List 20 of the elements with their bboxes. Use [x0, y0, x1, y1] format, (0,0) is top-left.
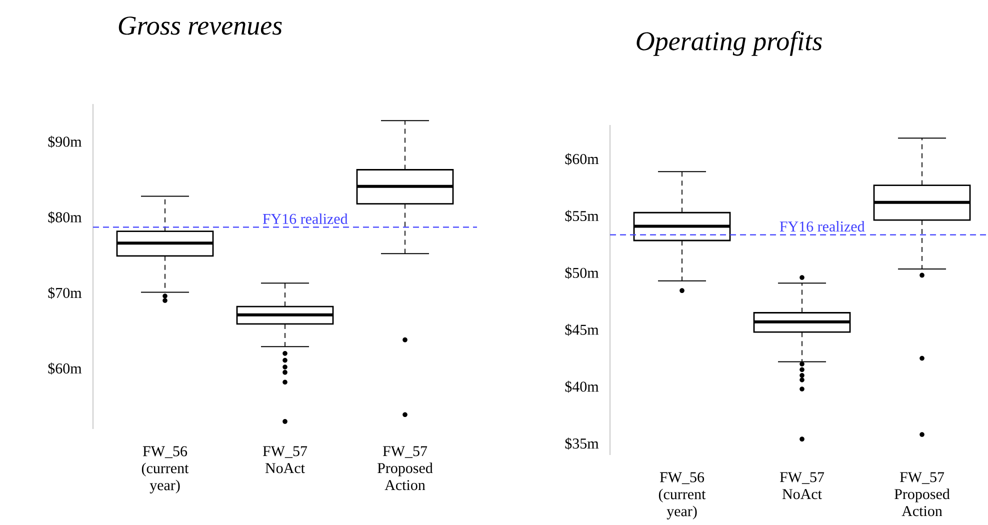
y-tick-label: $55m [565, 210, 599, 222]
ref-line-label: FY16 realized [262, 213, 348, 224]
ref-line-label: FY16 realized [780, 221, 865, 232]
chart-title: Gross revenues [118, 16, 282, 35]
x-tick-label: FW_57 Proposed Action [378, 446, 433, 490]
y-tick-label: $70m [48, 286, 82, 299]
x-tick-label: FW_57 NoAct [780, 472, 824, 500]
x-tick-label: FW_56 (current year) [658, 472, 706, 520]
x-tick-label: FW_56 (current year) [142, 446, 189, 494]
y-tick-label: $45m [565, 324, 599, 336]
y-tick-label: $40m [565, 380, 599, 393]
y-tick-label: $60m [565, 153, 599, 166]
x-tick-label: FW_57 Proposed Action [894, 472, 950, 516]
y-tick-label: $60m [48, 362, 82, 375]
y-tick-label: $50m [565, 266, 599, 279]
x-tick-label: FW_57 NoAct [262, 446, 308, 474]
y-tick-label: $35m [565, 438, 599, 450]
y-tick-label: $80m [48, 211, 82, 224]
y-tick-label: $90m [48, 136, 82, 148]
chart-title: Operating profits [636, 31, 822, 56]
